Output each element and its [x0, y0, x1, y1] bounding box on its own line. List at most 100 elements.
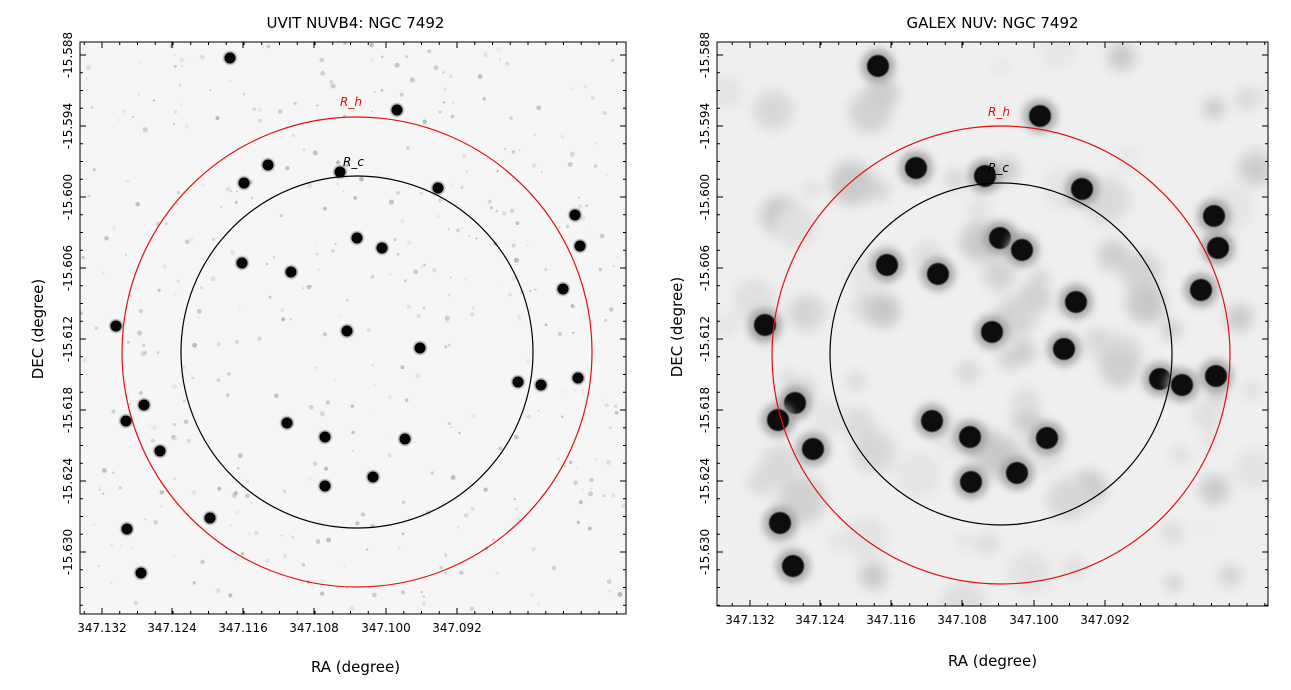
star — [119, 414, 133, 428]
faint-source — [1199, 430, 1220, 451]
faint-source — [349, 606, 355, 611]
faint-source — [617, 592, 623, 598]
faint-source — [237, 453, 243, 459]
faint-source — [150, 438, 155, 443]
star — [1201, 231, 1235, 265]
faint-source — [173, 477, 176, 480]
faint-source — [470, 312, 475, 317]
faint-source — [1161, 522, 1184, 545]
y-tick-label: -15.594 — [698, 103, 712, 149]
faint-source — [282, 489, 287, 494]
uvit-half-light-radius-circle — [121, 116, 593, 588]
faint-source — [373, 90, 376, 93]
faint-source — [406, 146, 410, 150]
faint-source — [401, 532, 405, 536]
faint-source — [413, 269, 419, 275]
faint-source — [220, 205, 223, 208]
faint-source — [505, 61, 510, 66]
faint-source — [460, 185, 464, 189]
faint-source — [175, 202, 179, 206]
faint-source — [396, 252, 400, 256]
faint-source — [477, 74, 483, 79]
faint-source — [508, 292, 513, 297]
faint-source — [1032, 269, 1049, 286]
faint-source — [487, 199, 492, 204]
faint-source — [442, 71, 445, 74]
faint-source — [956, 360, 980, 384]
faint-source — [388, 272, 392, 276]
faint-source — [496, 169, 499, 173]
faint-source — [110, 581, 113, 584]
faint-source — [530, 592, 535, 598]
faint-source — [482, 96, 487, 101]
faint-source — [135, 201, 140, 207]
faint-source — [450, 276, 452, 279]
faint-source — [144, 518, 147, 521]
faint-source — [534, 288, 537, 291]
faint-source — [273, 393, 279, 399]
faint-source — [427, 49, 432, 54]
y-tick-label: -15.630 — [698, 529, 712, 575]
star — [776, 549, 810, 583]
faint-source — [380, 88, 384, 92]
star — [340, 324, 354, 338]
faint-source — [614, 410, 619, 415]
faint-source — [414, 441, 416, 443]
faint-source — [245, 479, 250, 484]
faint-source — [330, 83, 336, 89]
faint-source — [151, 425, 157, 431]
star — [431, 181, 445, 195]
faint-source — [965, 195, 992, 222]
faint-source — [143, 351, 147, 354]
faint-source — [268, 295, 272, 299]
star — [899, 151, 933, 185]
faint-source — [422, 595, 426, 598]
faint-source — [400, 365, 405, 370]
faint-source — [181, 365, 186, 370]
faint-source — [1113, 144, 1142, 173]
star — [921, 257, 955, 291]
faint-source — [447, 343, 451, 347]
faint-source — [409, 77, 415, 83]
faint-source — [335, 160, 341, 165]
faint-source — [400, 590, 406, 595]
galex-frame — [716, 41, 1269, 607]
faint-source — [316, 104, 319, 107]
faint-source — [560, 134, 565, 139]
y-tick-label: -15.606 — [61, 245, 75, 291]
faint-source — [102, 492, 105, 495]
faint-source — [192, 342, 198, 348]
faint-source — [261, 46, 264, 48]
faint-source — [444, 315, 450, 321]
faint-source — [153, 520, 158, 525]
faint-source — [200, 559, 205, 564]
uvit-frame — [79, 41, 627, 615]
faint-source — [606, 459, 612, 465]
faint-source — [277, 109, 283, 114]
faint-source — [787, 294, 825, 332]
faint-source — [90, 106, 93, 109]
faint-source — [233, 556, 238, 561]
faint-source — [387, 453, 392, 458]
uvit-rh-label: R_h — [340, 95, 362, 109]
faint-source — [992, 57, 1009, 74]
faint-source — [197, 316, 200, 319]
faint-source — [308, 404, 314, 410]
faint-source — [1099, 347, 1139, 387]
y-tick-label: -15.630 — [61, 529, 75, 575]
faint-source — [234, 339, 239, 344]
faint-source — [142, 127, 148, 133]
faint-source — [585, 204, 588, 207]
faint-source — [174, 294, 177, 297]
faint-source — [579, 500, 583, 505]
faint-source — [432, 268, 437, 273]
star — [333, 165, 347, 179]
faint-source — [842, 514, 888, 561]
faint-source — [236, 190, 238, 193]
faint-source — [1126, 283, 1167, 324]
faint-source — [1011, 387, 1040, 416]
faint-source — [254, 530, 259, 536]
galex-panel-title: GALEX NUV: NGC 7492 — [906, 14, 1079, 32]
faint-source — [186, 438, 191, 444]
